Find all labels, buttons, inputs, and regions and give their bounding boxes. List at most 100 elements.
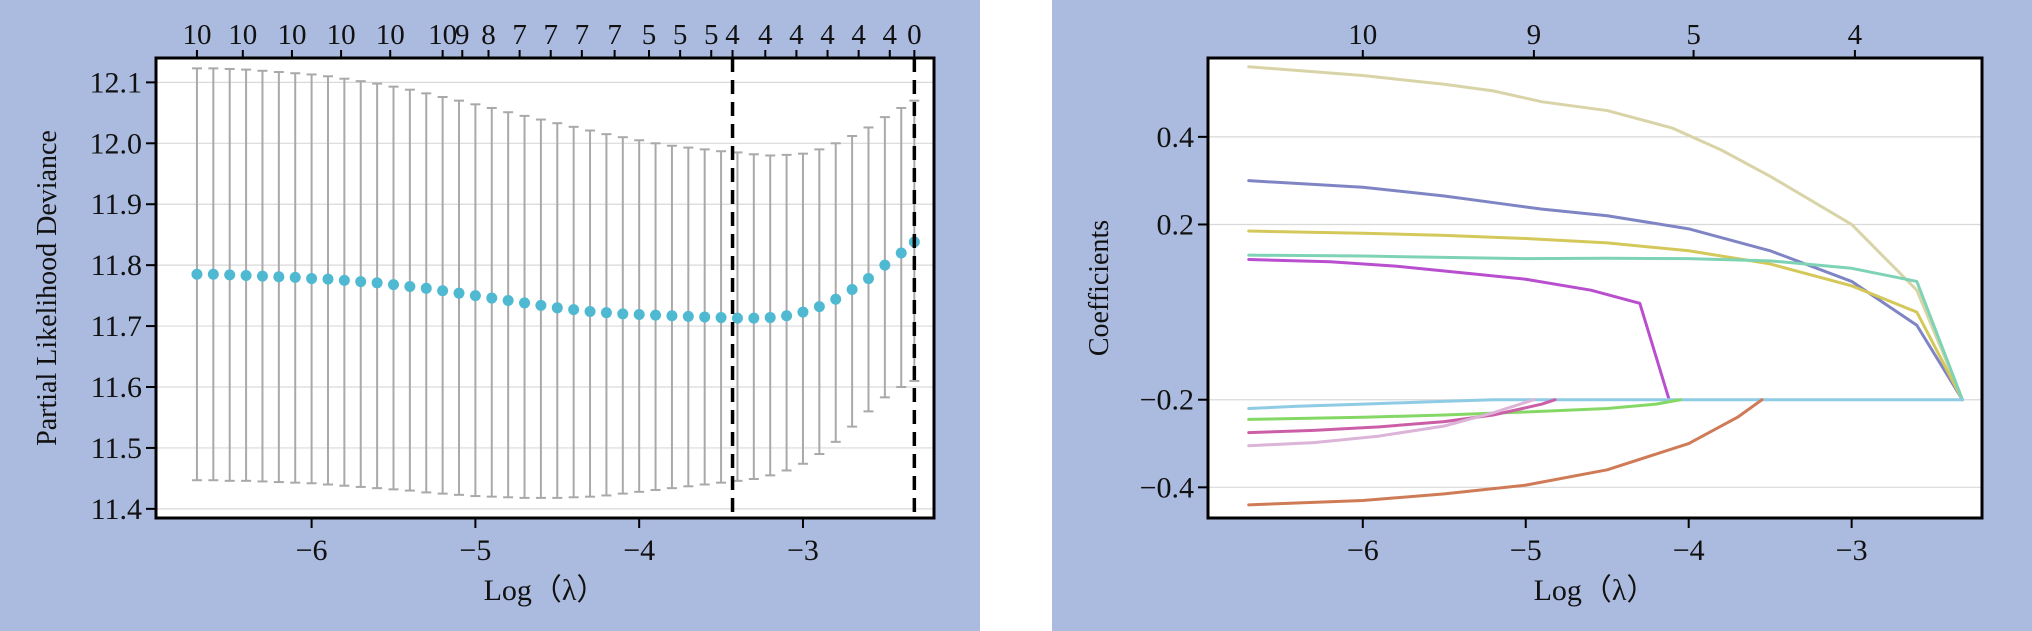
data-point <box>666 310 678 322</box>
x-axis-title: Log（λ） <box>1534 574 1657 607</box>
coefficient-path-line <box>1247 398 1683 421</box>
x-axis-title: Log（λ） <box>484 574 607 607</box>
data-point <box>650 309 662 321</box>
data-point <box>338 274 350 286</box>
top-axis-count-label: 10 <box>182 19 211 51</box>
data-point <box>797 306 809 318</box>
y-tick-label: −0.2 <box>1140 384 1194 417</box>
data-point <box>322 273 334 285</box>
data-point <box>895 247 907 259</box>
y-tick-label: −0.4 <box>1140 471 1194 504</box>
top-axis-count-label: 4 <box>851 19 866 51</box>
x-tick-label: −5 <box>1510 534 1542 567</box>
plot-frame <box>1206 56 1984 520</box>
coefficient-path-line <box>1247 398 1764 507</box>
cv-deviance-chart: −6 −5 −4 −3 11.4 11.5 11.6 11.7 11.8 11.9 12.0 12.1… <box>32 19 936 607</box>
data-point <box>404 280 416 292</box>
y-tick-label: 0.2 <box>1157 208 1195 241</box>
cv-deviance-panel: −6 −5 −4 −3 11.4 11.5 11.6 11.7 11.8 11.9 12.0 12.1… <box>0 0 980 631</box>
coefficient-path-line <box>1247 65 1964 402</box>
top-axis-count-label: 7 <box>543 19 558 51</box>
top-axis-count-label: 7 <box>512 19 527 51</box>
data-point <box>813 301 825 313</box>
data-point <box>568 304 580 316</box>
data-point <box>633 309 645 321</box>
plot-area <box>1208 58 1982 518</box>
top-axis-count-label: 8 <box>481 19 496 51</box>
y-tick-label: 11.7 <box>91 310 142 343</box>
y-tick-label: 11.5 <box>91 432 142 465</box>
data-point <box>453 287 465 299</box>
x-tick-label: −4 <box>623 534 655 567</box>
data-point <box>289 271 301 283</box>
data-point <box>846 284 858 296</box>
data-point <box>715 312 727 324</box>
top-axis-count-label: 4 <box>883 19 898 51</box>
data-point <box>420 282 432 294</box>
coefficient-path-chart: −6 −5 −4 −3 −0.4 −0.2 0.2 0.4 10 9 5 4 Log（λ） Coeffic… <box>1084 19 1984 607</box>
data-point <box>355 276 367 288</box>
coefficient-path-line <box>1247 398 1536 448</box>
data-point <box>862 273 874 285</box>
top-axis-count-label: 10 <box>428 19 457 51</box>
top-axis-count-label: 4 <box>820 19 835 51</box>
top-axis-count-label: 10 <box>376 19 405 51</box>
y-tick-label: 0.4 <box>1157 121 1195 154</box>
data-point <box>207 268 219 280</box>
top-axis-count-label: 7 <box>607 19 622 51</box>
data-point <box>535 299 547 311</box>
x-tick-label: −3 <box>1836 534 1868 567</box>
top-axis-count-label: 5 <box>1686 19 1701 51</box>
x-tick-label: −5 <box>459 534 491 567</box>
y-tick-label: 11.6 <box>91 371 142 404</box>
data-point <box>486 292 498 304</box>
data-point <box>224 269 236 281</box>
top-axis-count-label: 4 <box>725 19 740 51</box>
top-axis-count-label: 5 <box>642 19 657 51</box>
data-point <box>617 308 629 320</box>
y-axis-title: Partial Likelihood Deviance <box>32 130 63 446</box>
data-point <box>781 310 793 322</box>
plot-frame <box>154 56 936 520</box>
coefficient-path-line <box>1247 398 1557 435</box>
top-axis-count-label: 4 <box>1848 19 1863 51</box>
data-point <box>502 294 514 306</box>
y-tick-label: 11.9 <box>91 188 142 221</box>
data-point <box>371 277 383 289</box>
y-tick-label: 12.1 <box>90 66 143 99</box>
data-point <box>469 290 481 302</box>
top-axis-count-label: 7 <box>575 19 590 51</box>
x-tick-label: −6 <box>1347 534 1379 567</box>
top-axis-count-label: 5 <box>704 19 719 51</box>
coefficient-path-line <box>1247 253 1964 402</box>
data-point <box>273 271 285 283</box>
top-axis-count-label: 4 <box>758 19 773 51</box>
top-axis-count-label: 10 <box>228 19 257 51</box>
data-point <box>764 312 776 324</box>
y-tick-label: 12.0 <box>90 127 143 160</box>
coefficient-path-line <box>1247 229 1964 402</box>
top-axis-count-label: 10 <box>1348 19 1377 51</box>
data-point <box>240 270 252 282</box>
y-tick-label: 11.8 <box>91 249 142 282</box>
top-axis-count-label: 9 <box>1527 19 1542 51</box>
x-tick-label: −6 <box>296 534 328 567</box>
top-axis-count-label: 5 <box>673 19 688 51</box>
data-point <box>879 259 891 271</box>
top-axis-count-label: 9 <box>455 19 470 51</box>
coefficient-path-line <box>1247 258 1671 402</box>
top-axis-count-label: 10 <box>277 19 306 51</box>
data-point <box>584 305 596 317</box>
y-tick-label: 11.4 <box>91 493 142 526</box>
data-point <box>830 293 842 305</box>
data-point <box>437 285 449 297</box>
data-point <box>387 279 399 291</box>
data-point <box>748 312 760 324</box>
coefficient-path-line <box>1247 398 1964 410</box>
top-axis-count-label: 10 <box>327 19 356 51</box>
plot-area <box>156 58 934 518</box>
data-point <box>256 270 268 282</box>
data-point <box>191 268 203 280</box>
top-axis-count-label: 0 <box>907 19 922 51</box>
data-point <box>551 302 563 314</box>
